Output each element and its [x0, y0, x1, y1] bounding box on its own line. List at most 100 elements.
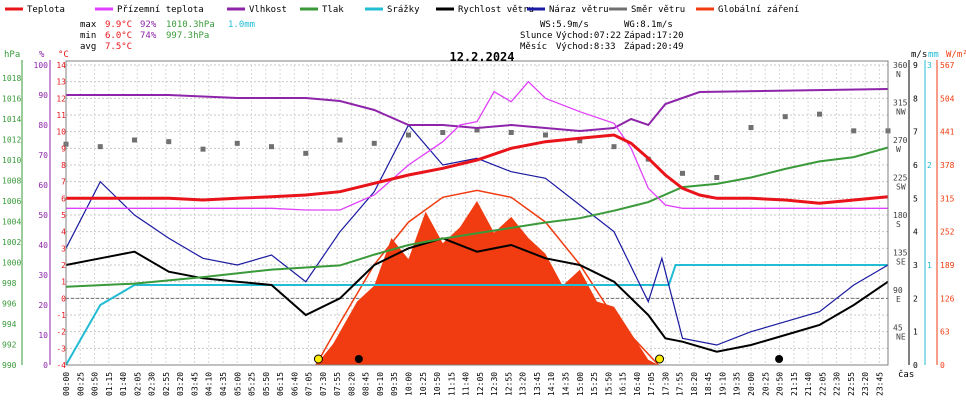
tick-wm2: 315	[940, 194, 955, 203]
ground-temp-line	[66, 80, 888, 211]
tick-time: 22:05	[818, 372, 827, 396]
tick-dir: 315	[893, 99, 908, 108]
wind-dir-point	[543, 132, 548, 138]
tick-c: 0	[61, 294, 66, 303]
wg-text: WG:8.1m/s	[624, 20, 673, 30]
tick-time: 05:50	[262, 372, 271, 396]
wind-dir-point	[714, 175, 720, 180]
tick-dir-name: NE	[896, 333, 906, 342]
moon-rise: Východ:8:33	[556, 42, 616, 52]
tick-time: 11:15	[447, 372, 456, 396]
tick-time: 03:20	[176, 372, 185, 396]
tick-time: 13:20	[519, 372, 528, 396]
tick-time: 11:40	[462, 372, 471, 396]
tick-time: 17:55	[676, 372, 685, 396]
tick-hpa: 1006	[2, 197, 21, 206]
ws-text: WS:5.9m/s	[540, 20, 589, 30]
tick-wm2: 0	[940, 361, 945, 370]
tick-hpa: 1016	[2, 95, 21, 104]
tick-c: 10	[56, 128, 66, 137]
wind-dir-point	[817, 111, 822, 117]
tick-time: 09:35	[390, 372, 399, 396]
sunset-marker	[655, 354, 665, 364]
wind-dir-point	[337, 137, 343, 143]
tick-time: 12:55	[504, 372, 513, 396]
tick-ms: 6	[913, 161, 918, 170]
moon-set: Západ:20:49	[624, 42, 684, 52]
tick-c: 12	[56, 94, 66, 103]
tick-wm2: 567	[940, 61, 955, 70]
stats-hum: 92%	[140, 20, 157, 30]
stats-press: 997.3hPa	[166, 31, 209, 41]
humidity-line	[66, 88, 889, 133]
tick-pct: 80	[38, 121, 48, 130]
rain-line	[65, 264, 888, 366]
wind-dir-point	[611, 144, 617, 150]
tick-c: 11	[56, 111, 66, 120]
tick-ms: 0	[913, 361, 918, 370]
stats-temp: 6.0°C	[105, 31, 132, 41]
tick-c: -3	[56, 344, 66, 353]
tick-time: 01:15	[105, 372, 114, 396]
tick-dir: 225	[893, 174, 908, 183]
tick-dir: 180	[893, 211, 908, 220]
stats-label: max	[80, 20, 97, 30]
tick-hpa: 990	[2, 361, 17, 370]
tick-ms: 8	[913, 94, 918, 103]
chart-title: 12.2.2024	[449, 50, 514, 64]
tick-dir: 135	[893, 249, 908, 258]
tick-dir: 360	[893, 61, 908, 70]
tick-dir-name: W	[896, 145, 901, 154]
wind-dir-point	[97, 144, 103, 150]
tick-time: 07:30	[319, 372, 328, 396]
moonrise-marker	[354, 355, 363, 363]
sun-label: Slunce	[520, 31, 553, 41]
tick-ms: 3	[913, 261, 918, 270]
tick-time: 20:50	[776, 372, 785, 396]
tick-time: 23:45	[875, 372, 884, 396]
wind-speed-line	[65, 237, 889, 353]
tick-time: 10:50	[433, 372, 442, 396]
tick-c: 2	[61, 261, 66, 270]
axis-unit-pct: %	[39, 50, 45, 60]
tick-hpa: 998	[2, 279, 17, 288]
tick-time: 04:35	[219, 372, 228, 396]
tick-c: -1	[56, 311, 66, 320]
tick-mm: 2	[927, 161, 932, 170]
tick-mm: 3	[927, 61, 932, 70]
tick-c: 1	[61, 278, 66, 287]
tick-time: 06:15	[276, 372, 285, 396]
tick-mm: 1	[927, 261, 932, 270]
tick-c: 13	[56, 78, 66, 87]
tick-time: 13:45	[533, 372, 542, 396]
tick-time: 07:55	[333, 372, 342, 396]
tick-c: 6	[61, 194, 66, 203]
tick-ms: 9	[913, 61, 918, 70]
tick-dir-name: N	[896, 70, 901, 79]
tick-time: 05:00	[233, 372, 242, 396]
tick-time: 09:10	[376, 372, 385, 396]
stats-label: avg	[80, 42, 96, 52]
tick-hpa: 992	[2, 341, 17, 350]
tick-pct: 50	[38, 211, 48, 220]
tick-c: 9	[61, 144, 66, 153]
legend-label: Tlak	[322, 5, 344, 15]
wind-dir-point	[234, 140, 240, 146]
wind-dir-point	[166, 139, 172, 145]
tick-time: 15:50	[604, 372, 613, 396]
tick-time: 02:05	[133, 372, 142, 396]
legend-label: Globální záření	[718, 5, 799, 15]
wind-dir-point	[269, 144, 274, 150]
tick-ms: 1	[913, 328, 918, 337]
tick-time: 14:10	[547, 372, 556, 396]
tick-hpa: 1018	[2, 74, 21, 83]
tick-time: 12:05	[476, 372, 485, 396]
axis-unit-mm: mm	[928, 50, 939, 60]
tick-time: 22:30	[833, 372, 842, 396]
tick-time: 10:00	[405, 372, 414, 396]
tick-time: 02:30	[148, 372, 157, 396]
tick-time: 18:20	[690, 372, 699, 396]
tick-time: 17:30	[661, 372, 670, 396]
tick-time: 05:25	[248, 372, 257, 396]
